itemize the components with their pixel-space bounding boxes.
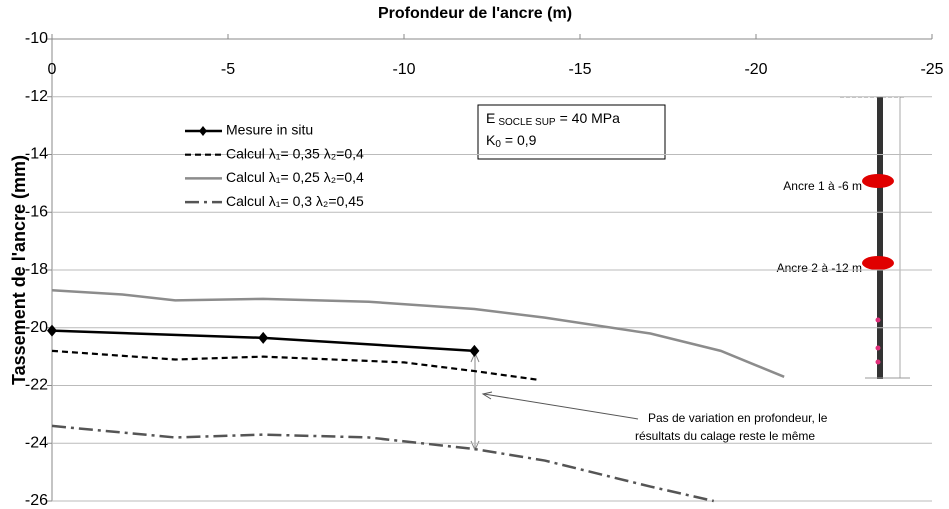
anchor-label: Ancre 1 à -6 m	[783, 179, 862, 193]
y-tick-label: -10	[25, 30, 48, 47]
legend-label: Calcul λ₁= 0,35 λ₂=0,4	[226, 145, 364, 161]
series-line	[51, 424, 715, 503]
note-line: résultats du calage reste le même	[635, 429, 815, 443]
info-box	[477, 104, 666, 160]
x-tick-label: -15	[568, 61, 591, 78]
anchor-sketch	[840, 96, 910, 379]
y-axis-title: Tassement de l'ancre (mm)	[9, 155, 29, 385]
y-tick-label: -26	[25, 492, 48, 509]
series-line	[51, 288, 785, 378]
note-line: Pas de variation en profondeur, le	[648, 411, 828, 425]
y-tick-label: -14	[25, 146, 48, 163]
y-tick-label: -24	[25, 434, 48, 451]
y-tick-label: -20	[25, 319, 48, 336]
info-k: K0 = 0,9	[486, 132, 537, 150]
x-tick-label: -25	[920, 61, 943, 78]
anchor-label: Ancre 2 à -12 m	[777, 261, 862, 275]
y-tick-label: -18	[25, 261, 48, 278]
y-tick-label: -22	[25, 377, 48, 394]
series-line	[51, 349, 538, 381]
legend-marker	[199, 126, 207, 136]
point-marker	[258, 331, 269, 344]
point-marker	[47, 324, 57, 337]
point-marker	[469, 344, 480, 357]
x-tick-label: -10	[392, 61, 415, 78]
info-e: E SOCLE SUP = 40 MPa	[486, 110, 620, 128]
chart-title: Profondeur de l'ancre (m)	[378, 5, 572, 22]
x-tick-label: -20	[744, 61, 767, 78]
note-pointer	[483, 393, 639, 420]
note-pointer-head	[481, 391, 493, 400]
y-tick-label: -12	[25, 88, 48, 105]
y-tick-label: -16	[25, 203, 48, 220]
x-tick-label: -5	[221, 61, 235, 78]
legend-label: Mesure in situ	[226, 122, 313, 138]
x-tick-label: 0	[48, 61, 57, 78]
legend-label: Calcul λ₁= 0,3 λ₂=0,45	[226, 193, 364, 209]
legend-label: Calcul λ₁= 0,25 λ₂=0,4	[226, 169, 364, 185]
